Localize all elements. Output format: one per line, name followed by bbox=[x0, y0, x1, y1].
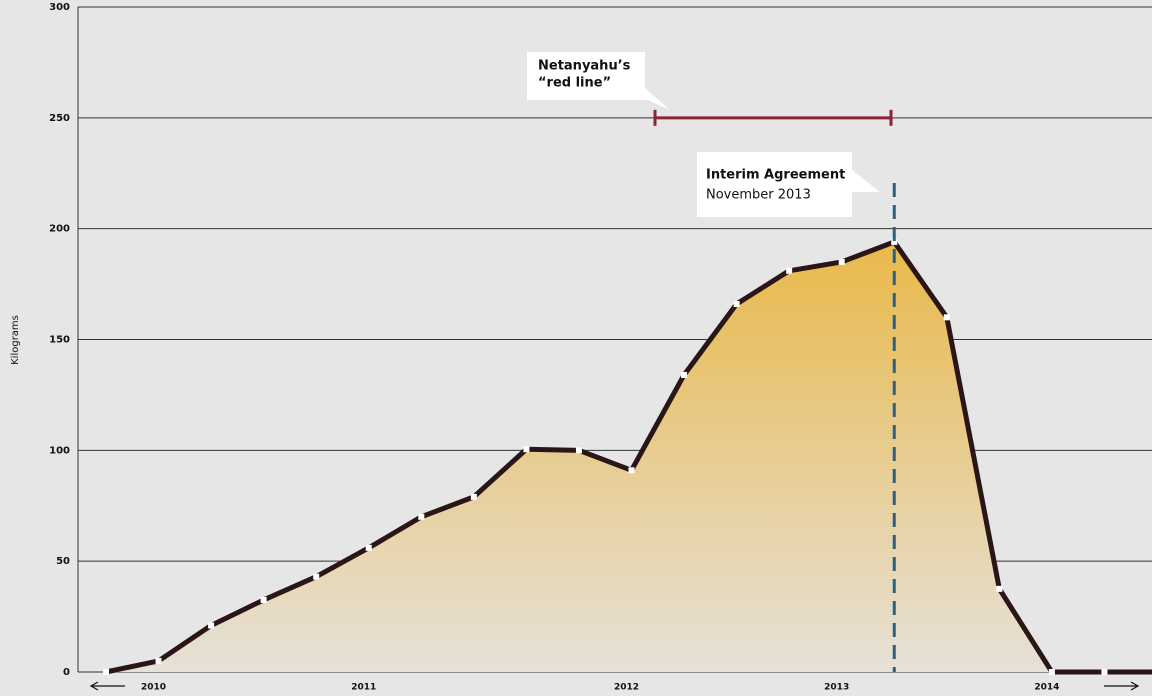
x-tick-label: 2012 bbox=[614, 683, 639, 693]
marker bbox=[103, 669, 109, 675]
y-axis-label: Kilograms bbox=[10, 315, 21, 365]
marker bbox=[418, 513, 425, 520]
callout-text: Netanyahu’s bbox=[538, 59, 631, 74]
marker bbox=[260, 596, 267, 603]
y-tick-label: 50 bbox=[56, 556, 70, 567]
marker bbox=[943, 314, 950, 321]
arrow-left bbox=[89, 681, 125, 691]
x-tick-label: 2011 bbox=[351, 683, 376, 693]
marker bbox=[786, 267, 793, 274]
area bbox=[106, 241, 1105, 672]
y-tick-label: 150 bbox=[49, 335, 70, 346]
x-tick-label: 2014 bbox=[1034, 683, 1059, 693]
marker bbox=[996, 585, 1003, 592]
y-tick-label: 100 bbox=[49, 445, 70, 456]
y-tick-label: 200 bbox=[49, 224, 70, 235]
marker bbox=[891, 238, 898, 245]
y-tick-label: 250 bbox=[49, 113, 70, 124]
marker bbox=[1101, 669, 1108, 675]
x-tick-label: 2013 bbox=[824, 683, 849, 693]
callout-title: Interim Agreement bbox=[706, 168, 845, 183]
marker bbox=[470, 493, 477, 500]
y-tick-label: 300 bbox=[49, 2, 70, 13]
marker bbox=[681, 371, 688, 378]
marker bbox=[733, 301, 740, 308]
marker bbox=[1048, 669, 1055, 675]
marker bbox=[313, 573, 320, 580]
marker bbox=[838, 258, 845, 265]
marker bbox=[523, 446, 530, 453]
callout-text: November 2013 bbox=[706, 188, 811, 203]
line bbox=[105, 239, 1105, 675]
y-tick-label: 0 bbox=[63, 667, 70, 678]
arrow-right bbox=[1104, 681, 1140, 691]
marker bbox=[155, 657, 162, 664]
marker bbox=[575, 447, 582, 454]
marker bbox=[365, 544, 372, 551]
callout-box bbox=[697, 152, 880, 217]
callout-text: “red line” bbox=[538, 76, 611, 91]
marker bbox=[208, 622, 215, 629]
callout-box bbox=[527, 52, 670, 110]
marker bbox=[628, 467, 635, 474]
x-tick-label: 2010 bbox=[141, 683, 166, 693]
